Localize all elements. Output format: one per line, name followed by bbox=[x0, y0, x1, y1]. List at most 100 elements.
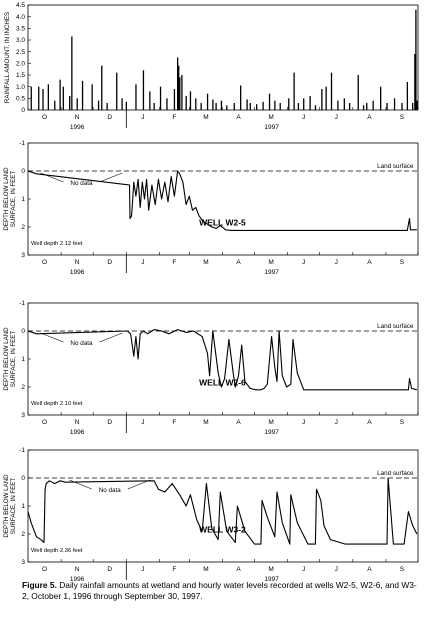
month-label: A bbox=[236, 419, 241, 426]
rainfall-bar bbox=[343, 98, 345, 110]
rainfall-bar bbox=[206, 93, 209, 110]
rainfall-bar bbox=[268, 93, 271, 110]
no-data-leader bbox=[69, 479, 92, 490]
rainfall-bar bbox=[125, 101, 128, 110]
y-tick-label: 0 bbox=[21, 328, 25, 335]
rainfall-bar bbox=[325, 86, 327, 110]
well-depth-label: Well depth 2.36 feet bbox=[31, 548, 83, 554]
month-label: D bbox=[107, 419, 112, 426]
y-tick-label: 0.5 bbox=[16, 96, 25, 103]
y-tick-label: 2.0 bbox=[16, 61, 25, 68]
month-label: O bbox=[42, 566, 47, 573]
y-tick-label: 3.0 bbox=[16, 37, 25, 44]
y-tick-label: 0 bbox=[21, 475, 25, 482]
rainfall-bar bbox=[181, 75, 183, 110]
rainfall-bar bbox=[212, 99, 214, 110]
land-surface-label: Land surface bbox=[377, 163, 414, 170]
year-label: 1996 bbox=[70, 269, 85, 276]
y-axis-label: RAINFALL AMOUNT, IN INCHES bbox=[4, 12, 11, 103]
month-label: N bbox=[75, 259, 80, 266]
rainfall-bar bbox=[106, 103, 108, 110]
rainfall-bar bbox=[71, 36, 73, 110]
month-label: D bbox=[107, 114, 112, 121]
month-label: O bbox=[42, 259, 47, 266]
month-label: A bbox=[236, 114, 241, 121]
rainfall-bar bbox=[279, 103, 281, 110]
rainfall-bar bbox=[256, 104, 258, 110]
rainfall-bar bbox=[200, 103, 202, 110]
rainfall-bar bbox=[69, 96, 71, 110]
rainfall-bar bbox=[178, 65, 180, 110]
y-tick-label: 1.5 bbox=[16, 72, 25, 79]
month-label: F bbox=[172, 419, 176, 426]
rainfall-bar bbox=[173, 89, 176, 110]
year-label: 1997 bbox=[264, 576, 279, 583]
rainfall-bar bbox=[415, 9, 417, 111]
plot-frame bbox=[27, 142, 419, 256]
rainfall-bar bbox=[81, 80, 84, 110]
month-label: J bbox=[141, 419, 144, 426]
rainfall-bar bbox=[366, 103, 368, 110]
water-level-line bbox=[27, 329, 418, 391]
month-label: S bbox=[400, 419, 405, 426]
y-tick-label: 1.0 bbox=[16, 84, 25, 91]
caption-text: Daily rainfall amounts at wetland and ho… bbox=[22, 580, 417, 601]
rainfall-bar bbox=[274, 100, 276, 110]
month-label: F bbox=[172, 259, 176, 266]
year-label: 1996 bbox=[70, 576, 85, 583]
rainfall-bar bbox=[330, 72, 333, 110]
rainfall-bar bbox=[314, 105, 317, 110]
month-label: N bbox=[75, 419, 80, 426]
rainfall-bar bbox=[321, 89, 323, 110]
rainfall-bar bbox=[220, 100, 223, 110]
year-label: 1997 bbox=[264, 124, 279, 131]
month-label: J bbox=[335, 419, 338, 426]
y-tick-label: 3 bbox=[21, 559, 25, 566]
rainfall-bar bbox=[246, 99, 248, 110]
figure-label: Figure 5. bbox=[22, 580, 57, 590]
month-label: M bbox=[203, 114, 208, 121]
month-label: A bbox=[367, 566, 372, 573]
y-tick-label: 2 bbox=[21, 224, 25, 231]
month-label: N bbox=[75, 566, 80, 573]
rainfall-bar bbox=[414, 54, 416, 110]
rainfall-bar bbox=[97, 100, 100, 110]
rainfall-bar bbox=[262, 101, 264, 110]
month-label: M bbox=[268, 114, 273, 121]
rainfall-bar bbox=[91, 84, 93, 110]
year-label: 1996 bbox=[70, 429, 85, 436]
month-label: O bbox=[42, 419, 47, 426]
rainfall-bar bbox=[412, 103, 414, 110]
no-data-leader bbox=[99, 332, 123, 343]
y-tick-label: 1 bbox=[21, 503, 25, 510]
month-label: J bbox=[335, 259, 338, 266]
year-label: 1997 bbox=[264, 269, 279, 276]
month-label: M bbox=[203, 419, 208, 426]
y-tick-label: 3 bbox=[21, 252, 25, 259]
month-label: J bbox=[302, 259, 305, 266]
month-label: M bbox=[203, 259, 208, 266]
y-tick-label: 0 bbox=[21, 107, 25, 114]
land-surface-label: Land surface bbox=[377, 323, 414, 330]
month-label: J bbox=[335, 114, 338, 121]
rainfall-bar bbox=[159, 86, 162, 110]
rainfall-bar bbox=[62, 86, 64, 110]
rainfall-bar bbox=[401, 103, 403, 110]
y-tick-label: -1 bbox=[19, 140, 25, 147]
y-tick-label: 3.5 bbox=[16, 26, 25, 33]
y-tick-label: -1 bbox=[19, 300, 25, 307]
y-axis-label: DEPTH BELOW LAND bbox=[3, 474, 10, 538]
land-surface-label: Land surface bbox=[377, 470, 414, 477]
y-tick-label: 0 bbox=[21, 168, 25, 175]
no-data-leader bbox=[40, 332, 64, 343]
month-label: F bbox=[172, 566, 176, 573]
water-level-line bbox=[27, 477, 418, 545]
rainfall-bar bbox=[121, 98, 123, 110]
rainfall-bar bbox=[386, 103, 388, 110]
rainfall-bar bbox=[116, 72, 118, 110]
rainfall-bar bbox=[135, 84, 137, 110]
y-axis-label: DEPTH BELOW LAND bbox=[3, 327, 10, 391]
y-tick-label: 2 bbox=[21, 531, 25, 538]
plot-frame bbox=[27, 4, 419, 111]
rainfall-bar bbox=[47, 84, 50, 110]
